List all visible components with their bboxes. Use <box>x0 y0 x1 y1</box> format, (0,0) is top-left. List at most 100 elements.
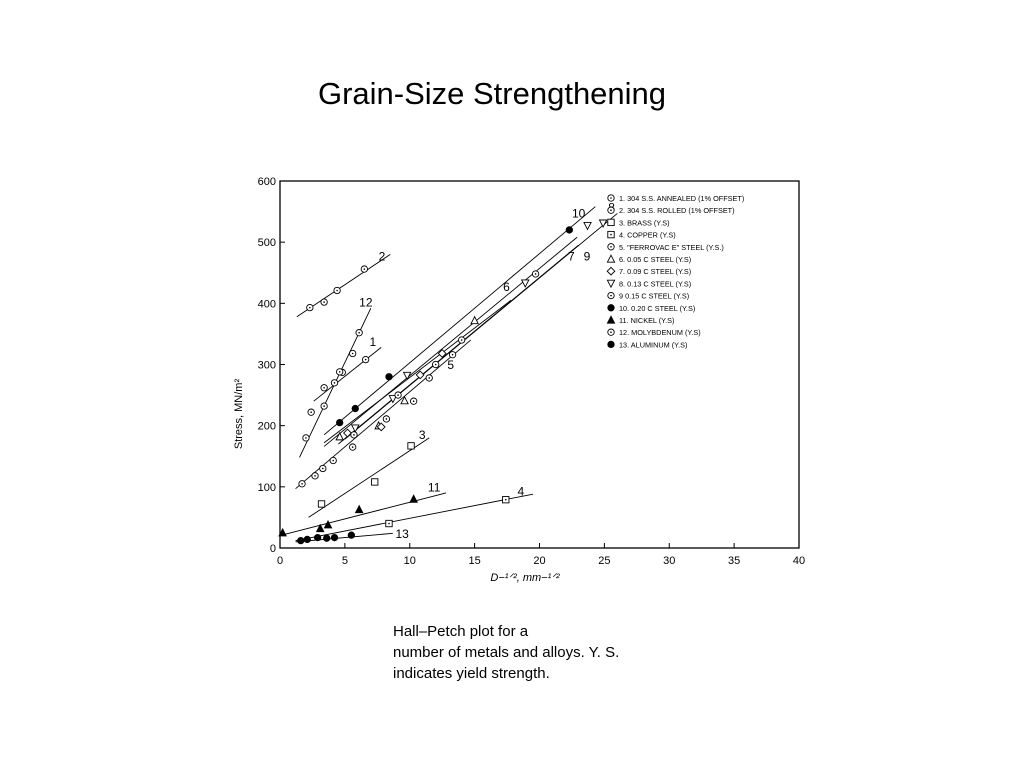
legend-marker <box>606 315 616 324</box>
series-number-label: 9 <box>584 250 591 264</box>
legend-entry: 7. 0.09 C STEEL (Y.S) <box>619 267 691 276</box>
legend-marker <box>606 254 616 263</box>
legend-entry: 6. 0.05 C STEEL (Y.S) <box>619 255 691 264</box>
data-point-series-5 <box>319 464 327 473</box>
data-point-series-12 <box>320 402 328 410</box>
legend-entry: 4. COPPER (Y.S) <box>619 231 676 240</box>
series-number-label: 1 <box>370 335 377 349</box>
series-number-label: 12 <box>359 295 373 309</box>
data-point-series-7 <box>437 349 447 358</box>
y-tick-label: 400 <box>258 298 276 310</box>
caption-line-2: number of metals and alloys. Y. S. <box>393 644 620 661</box>
data-point-series-12 <box>302 434 310 442</box>
data-markers <box>278 219 608 545</box>
data-point-series-3 <box>317 500 326 508</box>
data-point-series-10 <box>385 373 393 381</box>
data-point-series-5 <box>457 336 466 344</box>
y-axis-label: Stress, MN/m² <box>233 379 245 450</box>
x-tick-label: 40 <box>793 555 805 567</box>
data-point-series-13 <box>303 535 311 544</box>
data-point-series-5 <box>329 456 337 465</box>
x-tick-label: 15 <box>469 555 481 567</box>
fit-line-series-1 <box>313 347 382 402</box>
data-point-series-11 <box>323 519 333 529</box>
y-tick-label: 0 <box>270 543 276 555</box>
data-point-series-10 <box>351 404 359 413</box>
data-point-series-9 <box>432 360 440 369</box>
data-point-series-2 <box>333 286 341 295</box>
legend-entry: 3. BRASS (Y.S) <box>619 218 670 227</box>
legend-marker <box>607 291 615 300</box>
legend-marker <box>606 279 616 289</box>
data-point-series-5 <box>448 351 457 359</box>
legend-marker <box>606 266 616 276</box>
data-point-series-13 <box>313 533 322 542</box>
legend-entry: 13. ALUMINUM (Y.S) <box>619 340 687 349</box>
data-point-series-2 <box>320 298 328 306</box>
legend-entry: 8. 0.13 C STEEL (Y.S) <box>619 279 691 288</box>
data-point-series-1 <box>320 384 328 392</box>
data-point-series-12 <box>336 368 344 376</box>
data-point-series-11 <box>354 504 364 514</box>
legend-marker <box>607 218 615 227</box>
y-tick-label: 300 <box>258 360 276 372</box>
data-point-series-2 <box>360 265 368 273</box>
series-number-label: 6 <box>503 280 510 294</box>
data-point-series-5 <box>382 415 391 423</box>
data-point-series-13 <box>297 537 305 545</box>
data-point-series-13 <box>323 534 331 542</box>
data-point-series-4 <box>385 519 393 528</box>
y-tick-label: 200 <box>258 421 276 433</box>
data-point-series-3 <box>407 442 415 450</box>
data-point-series-6 <box>400 395 409 405</box>
data-point-series-11 <box>278 527 287 537</box>
slide-title: Grain-Size Strengthening <box>317 76 667 111</box>
series-number-label: 3 <box>419 428 426 442</box>
legend-entry: 11. NICKEL (Y.S) <box>619 316 674 325</box>
legend-marker <box>607 243 615 251</box>
fit-line-series-11 <box>283 492 447 535</box>
data-point-series-1 <box>361 355 370 364</box>
series-number-label: 5 <box>447 358 454 372</box>
fit-line-series-13 <box>295 532 393 543</box>
figure-caption: Hall–Petch plot for a number of metals a… <box>393 621 693 684</box>
data-point-series-10 <box>565 226 573 234</box>
legend-entry: 1. 304 S.S. ANNEALED (1% OFFSET) <box>619 194 744 203</box>
legend-marker <box>607 230 615 239</box>
plot-frame <box>279 180 800 549</box>
fit-line-series-10 <box>323 206 596 436</box>
data-point-series-5 <box>425 374 433 382</box>
data-point-series-10 <box>336 418 344 427</box>
data-point-series-11 <box>315 523 325 533</box>
series-number-label: 11 <box>428 481 441 495</box>
fit-line-series-4 <box>295 493 534 542</box>
fit-line-series-3 <box>308 437 430 518</box>
caption-line-3: indicates yield strength. <box>393 665 550 682</box>
data-point-series-8 <box>402 371 412 381</box>
data-point-series-12 <box>355 329 363 337</box>
x-tick-label: 20 <box>533 555 545 567</box>
axis-ticks <box>279 180 800 549</box>
data-point-series-8 <box>350 424 360 433</box>
data-point-series-8 <box>520 279 530 288</box>
data-point-series-13 <box>330 533 339 542</box>
fit-line-series-6 <box>323 299 512 444</box>
legend-entry: 10. 0.20 C STEEL (Y.S) <box>619 304 695 313</box>
legend: 1. 304 S.S. ANNEALED (1% OFFSET) 2. 304 S… <box>606 194 744 349</box>
fit-line-series-9 <box>338 244 579 445</box>
series-number-label: 7 <box>568 250 575 264</box>
plot-area-border <box>279 180 800 549</box>
data-point-series-1 <box>330 379 339 387</box>
caption-line-1: Hall–Petch plot for a <box>393 623 529 640</box>
data-point-series-6 <box>470 315 479 325</box>
legend-marker <box>607 194 615 202</box>
legend-entry: 2. 304 S.S. ROLLED (1% OFFSET) <box>619 206 735 215</box>
legend-marker <box>607 206 615 214</box>
data-point-series-4 <box>502 496 510 504</box>
data-point-series-5 <box>298 480 306 488</box>
hall-petch-chart: 12345678910111213 0510152025303540010020… <box>233 176 805 584</box>
legend-entry: 5. "FERROVAC E" STEEL (Y.S.) <box>619 243 724 252</box>
y-tick-label: 600 <box>258 176 276 188</box>
x-tick-label: 35 <box>728 555 740 567</box>
data-point-series-9 <box>350 431 358 439</box>
